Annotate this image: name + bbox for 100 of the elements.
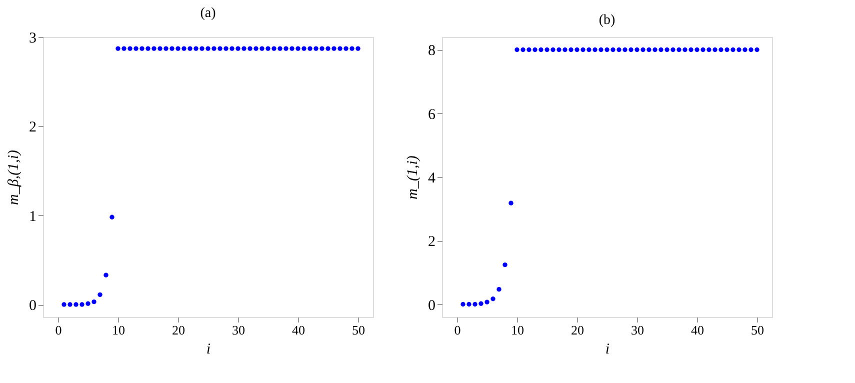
y-tick-label: 1 — [29, 208, 36, 225]
point — [344, 46, 348, 51]
x-axis-title: i — [605, 342, 610, 358]
point — [332, 46, 336, 51]
point — [550, 47, 556, 52]
point — [748, 47, 754, 52]
point — [308, 46, 312, 51]
point — [248, 46, 252, 51]
point — [68, 302, 72, 307]
point — [718, 47, 724, 52]
x-tick-label: 50 — [352, 322, 365, 338]
point — [676, 47, 682, 52]
y-axis-title: m_β,(1,i) — [6, 150, 22, 205]
point — [284, 46, 288, 51]
point — [694, 47, 700, 52]
point — [688, 47, 694, 52]
point — [556, 47, 562, 52]
y-tick-label: 6 — [428, 106, 436, 123]
point — [736, 47, 742, 52]
point — [80, 302, 84, 307]
point — [320, 46, 324, 51]
y-tick-label: 8 — [428, 43, 436, 60]
y-tick-label: 0 — [29, 298, 36, 314]
point — [110, 214, 114, 220]
point — [610, 47, 616, 52]
point — [586, 47, 592, 52]
x-tick-label: 40 — [691, 322, 704, 338]
point — [466, 302, 472, 307]
x-tick-label: 40 — [292, 322, 305, 338]
point — [224, 46, 228, 51]
point — [302, 46, 306, 51]
point — [200, 46, 204, 51]
y-tick-label: 4 — [428, 170, 436, 186]
point — [490, 296, 496, 302]
point — [104, 272, 108, 278]
x-tick-label: 0 — [454, 322, 461, 338]
point — [616, 47, 622, 52]
point — [472, 302, 478, 307]
point — [212, 46, 216, 51]
point — [682, 47, 688, 52]
point — [520, 47, 526, 52]
point — [98, 292, 102, 298]
point — [188, 46, 192, 51]
point — [122, 46, 126, 51]
point — [574, 47, 580, 52]
x-tick-label: 30 — [232, 322, 245, 338]
point — [350, 46, 354, 51]
point — [496, 286, 502, 292]
point — [622, 47, 628, 52]
chart-title: (a) — [200, 6, 216, 21]
point — [652, 47, 658, 52]
point — [670, 47, 676, 52]
point — [532, 47, 538, 52]
point — [86, 301, 90, 306]
point — [478, 301, 484, 306]
point — [272, 46, 276, 51]
point — [538, 47, 544, 52]
point — [460, 302, 466, 307]
point — [628, 47, 634, 52]
x-tick-label: 50 — [751, 322, 764, 338]
point — [140, 46, 144, 51]
point — [604, 47, 610, 52]
point — [128, 46, 132, 51]
x-tick-label: 20 — [571, 322, 584, 338]
point — [296, 46, 300, 51]
point — [592, 47, 598, 52]
point — [730, 47, 736, 52]
point — [712, 47, 718, 52]
point — [338, 46, 342, 51]
point — [754, 47, 760, 52]
point — [508, 200, 514, 206]
y-axis-title: m_(1,i) — [405, 156, 421, 200]
point — [260, 46, 264, 51]
point — [164, 46, 168, 51]
point — [598, 47, 604, 52]
point — [356, 46, 360, 51]
point — [326, 46, 330, 51]
x-tick-label: 30 — [631, 322, 644, 338]
point — [502, 262, 508, 268]
y-tick-label: 2 — [29, 120, 36, 136]
x-tick-label: 10 — [511, 322, 524, 338]
point — [314, 46, 318, 51]
point — [664, 47, 670, 52]
point — [658, 47, 664, 52]
y-tick-label: 2 — [428, 234, 436, 250]
y-tick-label: 0 — [428, 298, 436, 314]
point — [526, 47, 532, 52]
chart-title: (b) — [598, 13, 616, 28]
point — [544, 47, 550, 52]
point — [562, 47, 568, 52]
point — [230, 46, 234, 51]
point — [640, 47, 646, 52]
point — [290, 46, 294, 51]
point — [218, 46, 222, 51]
point — [206, 46, 210, 51]
point — [742, 47, 748, 52]
x-axis-title: i — [206, 342, 211, 358]
point — [152, 46, 156, 51]
x-tick-label: 10 — [112, 322, 125, 338]
point — [700, 47, 706, 52]
